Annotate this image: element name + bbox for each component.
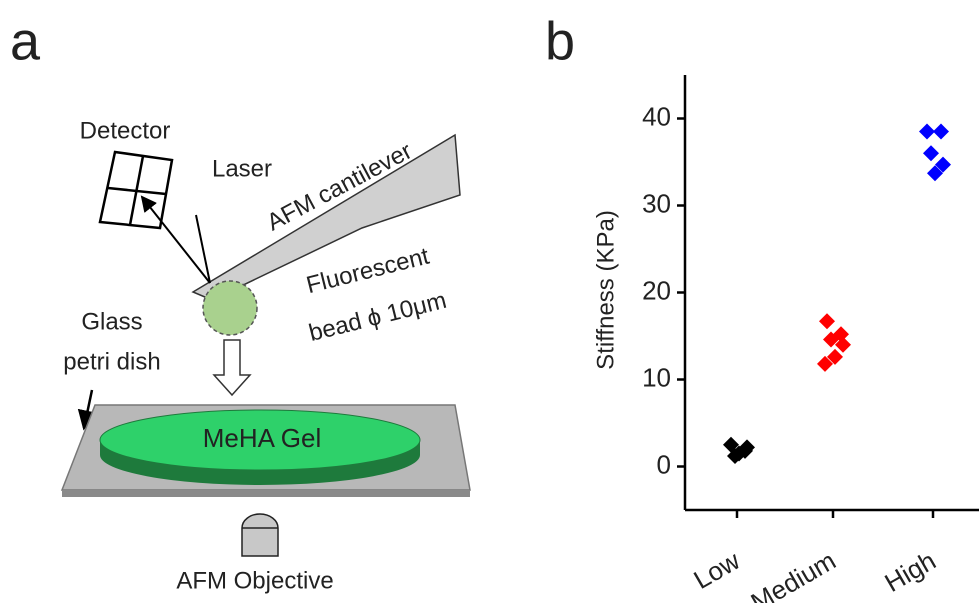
detector-label: Detector [80, 117, 171, 144]
gel-label: MeHA Gel [203, 423, 322, 453]
y-tick-label: 40 [642, 101, 671, 131]
laser-label: Laser [212, 155, 272, 182]
x-tick-label: High [879, 545, 940, 598]
x-tick-label: Low [688, 545, 744, 595]
petri-dish-edge [62, 490, 470, 497]
objective-label: AFM Objective [176, 567, 333, 594]
down-arrow [214, 340, 250, 395]
panel-label: a [10, 11, 41, 71]
objective [242, 514, 278, 556]
bead-label: bead ϕ 10μm [306, 287, 449, 347]
figure: a Detector Laser AFM cantilever Fluoresc… [0, 0, 979, 603]
dish-label: petri dish [63, 348, 160, 375]
panel-label: b [545, 11, 575, 71]
data-point [933, 124, 949, 140]
laser-beam [142, 197, 210, 283]
data-point [819, 313, 835, 329]
data-point [923, 145, 939, 161]
dish-label: Glass [81, 308, 142, 335]
bead-label: Fluorescent [304, 243, 433, 300]
y-tick-label: 20 [642, 275, 671, 305]
detector-icon [100, 152, 172, 228]
data-point [919, 124, 935, 140]
y-tick-label: 10 [642, 362, 671, 392]
bead [203, 281, 257, 335]
y-tick-label: 0 [657, 449, 671, 479]
y-tick-label: 30 [642, 188, 671, 218]
y-axis-label: Stiffness (KPa) [592, 210, 619, 370]
x-tick-label: Medium [746, 545, 841, 603]
